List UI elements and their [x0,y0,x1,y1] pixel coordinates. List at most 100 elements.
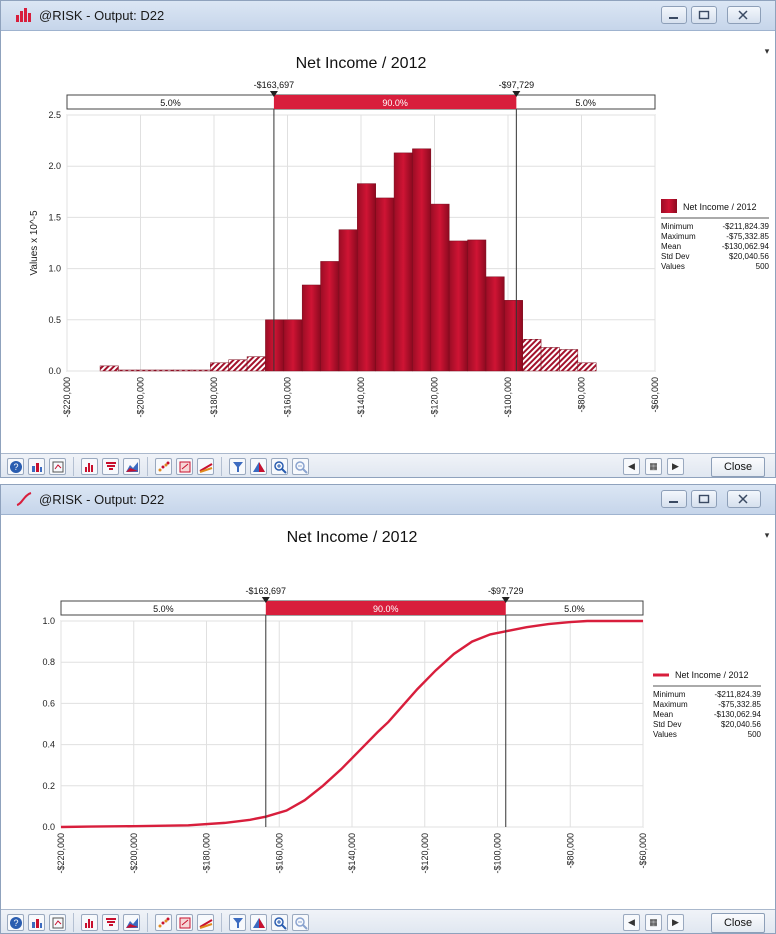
x-tick-label: -$80,000 [565,833,575,869]
help-button[interactable]: ? [7,914,24,931]
close-icon [738,494,748,504]
area-chart-button[interactable] [123,458,140,475]
histogram-bar [448,240,468,372]
x-tick-label: -$180,000 [202,833,212,874]
legend-stat-value: -$211,824.39 [722,222,769,231]
zoom-out-button[interactable] [292,458,309,475]
title-bar[interactable]: @RISK - Output: D22 [1,485,775,515]
window-title: @RISK - Output: D22 [39,492,165,507]
legend-stat-label: Values [653,730,677,739]
legend-stat-value: $20,040.56 [729,252,770,261]
histogram-icon [85,919,93,928]
tornado-button[interactable] [102,458,119,475]
band-right-pct: 5.0% [575,98,596,108]
filter-icon [233,918,243,928]
close-window-button[interactable] [727,490,761,508]
toolbar-separator [221,913,222,932]
x-tick-label: -$160,000 [274,833,284,874]
next-button[interactable]: ▶ [667,914,684,931]
tornado-button[interactable] [102,914,119,931]
toolbar-separator [73,913,74,932]
minimize-button[interactable] [661,490,687,508]
line-chart-button[interactable] [197,458,214,475]
close-button[interactable]: Close [711,457,765,477]
window-title: @RISK - Output: D22 [39,8,165,23]
y-tick-label: 0.8 [42,657,55,667]
minimize-button[interactable] [661,6,687,24]
close-button[interactable]: Close [711,913,765,933]
summary-button[interactable] [176,914,193,931]
triangle-icon [253,462,265,472]
next-button[interactable]: ▶ [667,458,684,475]
minimize-icon [669,501,678,503]
y-tick-label: 1.0 [48,264,61,274]
maximize-button[interactable] [691,490,717,508]
histogram-window: @RISK - Output: D22 ▾ Net Income / 2012 0… [0,0,776,478]
x-tick-label: -$60,000 [638,833,648,869]
line-chart-icon [199,919,213,929]
data-table-icon [52,917,64,929]
zoom-out-icon [295,461,308,474]
tornado-icon [106,462,116,470]
area-chart-icon [126,918,138,928]
histogram-bar [540,347,560,372]
triangle-button[interactable] [250,914,267,931]
histogram-button[interactable] [81,914,98,931]
area-chart-button[interactable] [123,914,140,931]
previous-button[interactable]: ◀ [623,458,640,475]
left-delimiter-label: -$163,697 [246,586,287,596]
minimize-icon [669,17,678,19]
legend-stat-label: Std Dev [661,252,689,261]
summary-button[interactable] [176,458,193,475]
zoom-in-button[interactable] [271,914,288,931]
graph-icon: ▦ [649,461,658,471]
band-left-pct: 5.0% [153,604,174,614]
histogram-bar [265,319,285,372]
fit-data-button[interactable] [28,914,45,931]
histogram-bar [283,319,303,372]
x-tick-label: -$180,000 [209,377,219,418]
next-icon: ▶ [672,461,679,471]
histogram-bar [246,356,266,372]
triangle-button[interactable] [250,458,267,475]
legend-stat-value: 500 [748,730,762,739]
legend-stat-label: Maximum [653,700,688,709]
legend-stat-value: 500 [756,262,770,271]
graph-select-button[interactable]: ▦ [645,458,662,475]
histogram-button[interactable] [81,458,98,475]
scatter-button[interactable] [155,914,172,931]
maximize-button[interactable] [691,6,717,24]
scatter-button[interactable] [155,458,172,475]
graph-select-button[interactable]: ▦ [645,914,662,931]
data-table-button[interactable] [49,914,66,931]
tornado-icon [106,918,116,926]
title-bar[interactable]: @RISK - Output: D22 [1,1,775,31]
data-table-button[interactable] [49,458,66,475]
chart-options-arrow[interactable]: ▾ [764,46,770,56]
line-chart-icon [199,463,213,473]
close-window-button[interactable] [727,6,761,24]
prev-icon: ◀ [628,461,635,471]
zoom-out-button[interactable] [292,914,309,931]
next-icon: ▶ [672,917,679,927]
zoom-in-icon [274,917,287,930]
filter-button[interactable] [229,458,246,475]
area-chart-icon [126,462,138,472]
line-chart-button[interactable] [197,914,214,931]
filter-button[interactable] [229,914,246,931]
histogram-bar [504,300,523,372]
fit-data-button[interactable] [28,458,45,475]
histogram-bar [412,148,432,372]
x-tick-label: -$60,000 [650,377,660,413]
svg-text:?: ? [13,918,18,928]
previous-button[interactable]: ◀ [623,914,640,931]
x-tick-label: -$120,000 [420,833,430,874]
triangle-icon [253,918,265,928]
help-button[interactable]: ? [7,458,24,475]
legend-stat-label: Std Dev [653,720,681,729]
histogram-bar [136,369,156,372]
chart-options-arrow[interactable]: ▾ [764,530,770,540]
zoom-in-button[interactable] [271,458,288,475]
help-icon: ? [10,917,22,929]
histogram-icon [85,463,93,472]
